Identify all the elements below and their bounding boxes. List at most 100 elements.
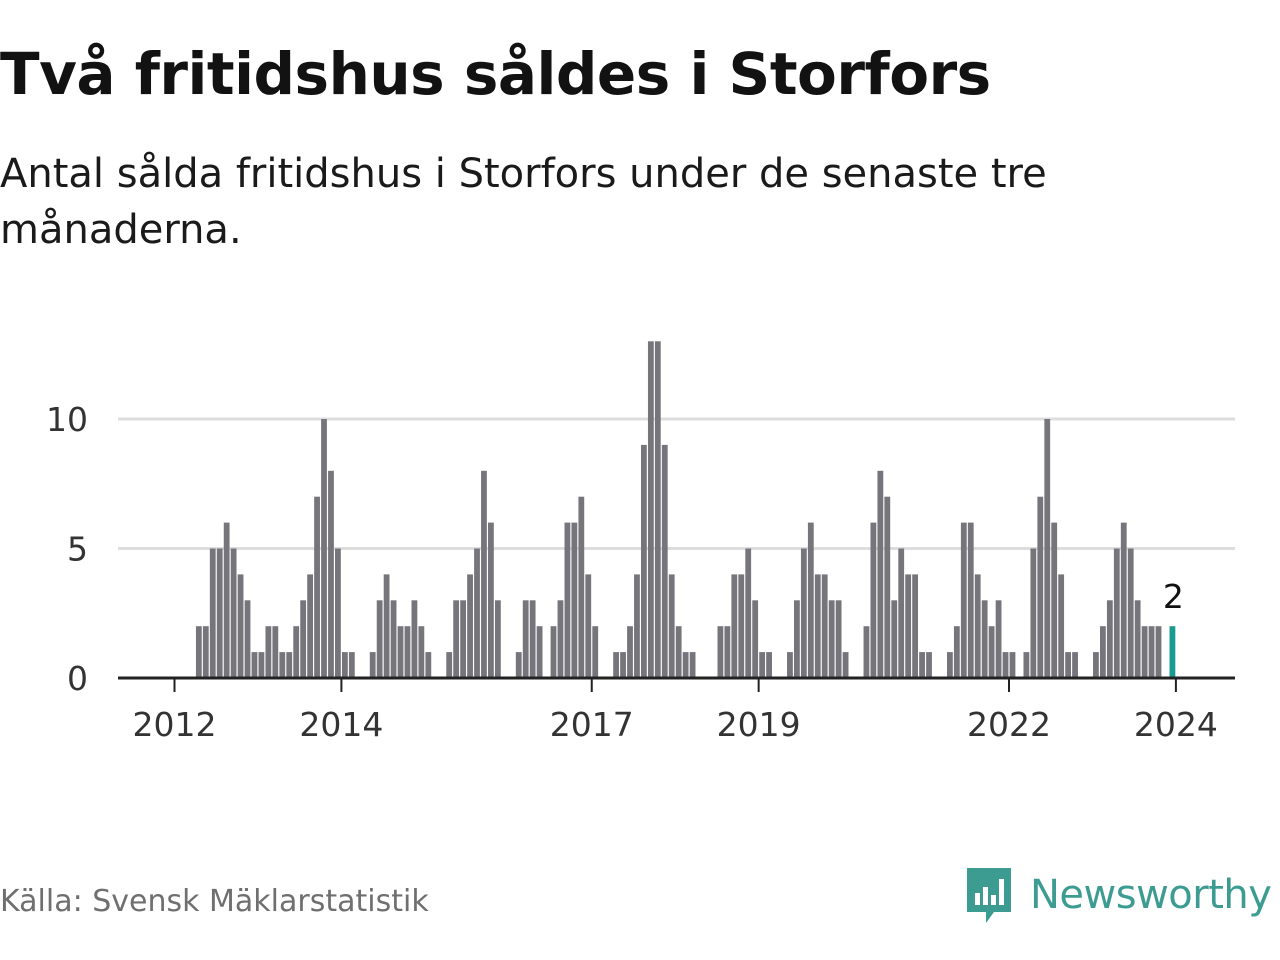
bar-14 — [258, 652, 265, 678]
bar-66 — [620, 652, 626, 678]
brand-logo[interactable]: Newsworthy — [964, 864, 1272, 926]
bar-126 — [1037, 496, 1044, 678]
bar-106 — [898, 548, 905, 678]
bar-36 — [411, 600, 418, 678]
bar-140 — [1134, 600, 1141, 678]
bar-45 — [474, 548, 480, 678]
bar-43 — [460, 600, 466, 678]
bar-85 — [752, 600, 759, 678]
bar-13 — [251, 652, 258, 678]
bar-22 — [314, 496, 320, 678]
bar-134 — [1093, 652, 1099, 678]
bar-25 — [335, 548, 341, 678]
bar-72 — [661, 444, 668, 678]
bar-74 — [675, 626, 682, 678]
bar-5 — [195, 626, 202, 678]
bar-41 — [446, 652, 453, 678]
bar-117 — [974, 574, 981, 678]
bar-83 — [738, 574, 745, 678]
bar-127 — [1044, 419, 1051, 678]
bar-75 — [682, 652, 689, 678]
bar-10 — [230, 548, 237, 678]
bar-47 — [488, 522, 494, 678]
bar-113 — [946, 652, 953, 678]
bar-130 — [1065, 652, 1072, 678]
x-tick-label-2014: 2014 — [299, 705, 383, 744]
bar-7 — [209, 548, 216, 678]
bar-109 — [919, 652, 925, 678]
bar-91 — [794, 600, 800, 678]
bar-37 — [418, 626, 425, 678]
bar-131 — [1072, 652, 1078, 678]
bar-19 — [293, 626, 300, 678]
bar-138 — [1120, 522, 1127, 678]
bar-145 — [1169, 626, 1176, 678]
bar-102 — [870, 522, 877, 678]
bar-124 — [1023, 652, 1030, 678]
bar-128 — [1051, 522, 1058, 678]
bar-58 — [564, 522, 571, 678]
y-tick-label-5: 5 — [67, 530, 88, 569]
bar-38 — [425, 652, 432, 678]
y-tick-label-10: 10 — [46, 400, 88, 439]
bar-51 — [515, 652, 522, 678]
bar-18 — [286, 652, 293, 678]
bar-139 — [1127, 548, 1134, 678]
bar-90 — [787, 652, 793, 678]
bar-121 — [1002, 652, 1009, 678]
bar-73 — [668, 574, 675, 678]
bar-103 — [877, 470, 884, 678]
bar-141 — [1141, 626, 1148, 678]
bar-57 — [557, 600, 564, 678]
chart-title: Två fritidshus såldes i Storfors — [0, 40, 991, 108]
bar-87 — [766, 652, 772, 678]
bar-81 — [724, 626, 731, 678]
x-tick-label-2019: 2019 — [717, 705, 801, 744]
bar-82 — [731, 574, 738, 678]
bar-24 — [328, 470, 334, 678]
bar-26 — [341, 652, 348, 678]
newsworthy-logo-icon — [967, 868, 1011, 923]
x-tick-label-2024: 2024 — [1134, 705, 1218, 744]
bar-8 — [216, 548, 223, 678]
bar-96 — [828, 600, 835, 678]
y-tick-label-0: 0 — [67, 659, 88, 698]
bar-67 — [627, 626, 633, 678]
bar-84 — [745, 548, 752, 678]
chart-subtitle: Antal sålda fritidshus i Storfors under … — [0, 151, 1047, 253]
bar-27 — [348, 652, 355, 678]
bar-11 — [237, 574, 244, 678]
bar-23 — [321, 419, 327, 678]
bar-119 — [988, 626, 995, 678]
bar-9 — [223, 522, 230, 678]
bar-chart: 0 5 10 2 2012 2014 2017 2019 2022 2024 — [46, 341, 1235, 744]
bar-101 — [863, 626, 870, 678]
bar-129 — [1058, 574, 1065, 678]
bar-17 — [279, 652, 286, 678]
bar-15 — [265, 626, 272, 678]
bar-137 — [1113, 548, 1120, 678]
bar-52 — [522, 600, 529, 678]
bar-125 — [1030, 548, 1037, 678]
bar-142 — [1148, 626, 1155, 678]
bar-35 — [404, 626, 411, 678]
bar-6 — [202, 626, 209, 678]
highlight-value-label: 2 — [1163, 577, 1184, 616]
bar-16 — [272, 626, 279, 678]
bar-30 — [369, 652, 376, 678]
bar-105 — [891, 600, 898, 678]
x-tick-label-2017: 2017 — [550, 705, 634, 744]
bar-114 — [953, 626, 960, 678]
x-tick-label-2012: 2012 — [133, 705, 217, 744]
bar-31 — [376, 600, 383, 678]
bar-120 — [995, 600, 1002, 678]
bar-136 — [1106, 600, 1113, 678]
bar-104 — [884, 496, 891, 678]
bar-115 — [960, 522, 967, 678]
bar-53 — [529, 600, 536, 678]
bar-69 — [641, 444, 647, 678]
bar-34 — [397, 626, 404, 678]
bar-68 — [634, 574, 640, 678]
bar-97 — [835, 600, 842, 678]
bar-42 — [453, 600, 460, 678]
